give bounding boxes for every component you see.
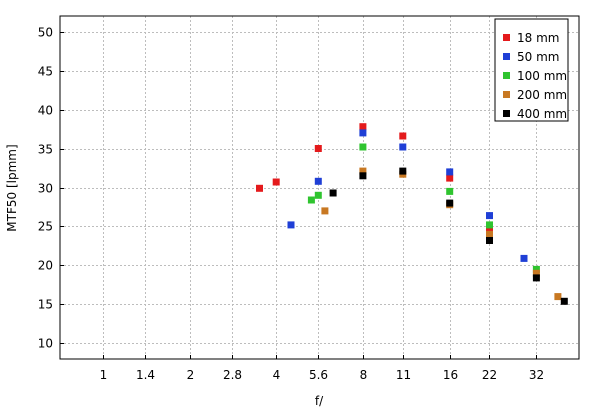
legend-marker: [503, 53, 510, 60]
y-tick-label: 40: [38, 104, 53, 118]
data-point: [314, 191, 322, 199]
x-tick-label: 5.6: [309, 368, 328, 382]
data-point: [272, 178, 280, 186]
data-point: [314, 145, 322, 152]
y-tick-label: 45: [38, 65, 53, 79]
legend-marker: [503, 110, 510, 117]
x-tick-label: 2: [187, 368, 195, 382]
data-point: [560, 297, 568, 305]
data-point: [532, 274, 540, 282]
data-point: [486, 237, 493, 244]
series-100-mm: [307, 143, 540, 273]
data-point: [486, 212, 493, 220]
x-tick-label: 1: [100, 368, 108, 382]
data-point: [446, 187, 454, 195]
data-point: [486, 221, 493, 229]
data-points: [256, 123, 568, 305]
data-point: [329, 189, 337, 197]
grid-lines: [60, 16, 579, 359]
legend-label: 100 mm: [517, 69, 567, 83]
data-point: [321, 207, 329, 215]
data-point: [287, 221, 295, 229]
y-tick-label: 30: [38, 182, 53, 196]
x-tick-label: 4: [273, 368, 281, 382]
data-point: [359, 143, 367, 151]
data-point: [256, 184, 263, 192]
data-point: [486, 230, 493, 238]
x-axis-label: f/: [315, 394, 324, 408]
y-tick-label: 35: [38, 143, 53, 157]
data-point: [314, 177, 322, 185]
data-point: [446, 168, 454, 176]
data-point: [399, 167, 407, 175]
data-point: [532, 265, 540, 273]
legend-label: 18 mm: [517, 31, 559, 45]
data-point: [359, 172, 367, 180]
y-tick-label: 20: [38, 259, 53, 273]
legend-marker: [503, 34, 510, 41]
x-tick-label: 11: [396, 368, 411, 382]
y-tick-label: 50: [38, 26, 53, 40]
y-tick-label: 15: [38, 298, 53, 312]
y-axis-label: MTF50 [lpmm]: [5, 144, 19, 231]
y-tick-label: 25: [38, 220, 53, 234]
data-point: [532, 269, 540, 277]
x-tick-label: 2.8: [223, 368, 242, 382]
x-axis-ticks: 1 1.4 2 2.8 4 5.6 8 11 16 22 32: [100, 355, 544, 382]
x-tick-label: 1.4: [136, 368, 155, 382]
data-point: [554, 293, 562, 301]
legend-label: 50 mm: [517, 50, 559, 64]
data-point: [359, 123, 367, 131]
legend-label: 400 mm: [517, 107, 567, 121]
data-point: [359, 129, 367, 137]
y-axis-ticks: 10 15 20 25 30 35 40 45 50: [38, 26, 64, 351]
data-point: [446, 199, 454, 207]
legend-marker: [503, 91, 510, 98]
plot-frame: [59, 15, 580, 360]
data-point: [399, 143, 407, 151]
y-tick-label: 10: [38, 337, 53, 351]
series-400-mm: [329, 167, 568, 305]
legend-marker: [503, 72, 510, 79]
x-tick-label: 22: [482, 368, 497, 382]
data-point: [307, 196, 315, 204]
series-50-mm: [287, 129, 528, 262]
legend-label: 200 mm: [517, 88, 567, 102]
legend: 18 mm 50 mm 100 mm 200 mm 400 mm: [494, 18, 569, 122]
x-tick-label: 16: [443, 368, 458, 382]
data-point: [359, 167, 367, 175]
data-point: [520, 254, 528, 262]
data-point: [399, 132, 407, 140]
data-point: [446, 174, 454, 182]
x-tick-label: 8: [360, 368, 368, 382]
x-tick-label: 32: [529, 368, 544, 382]
